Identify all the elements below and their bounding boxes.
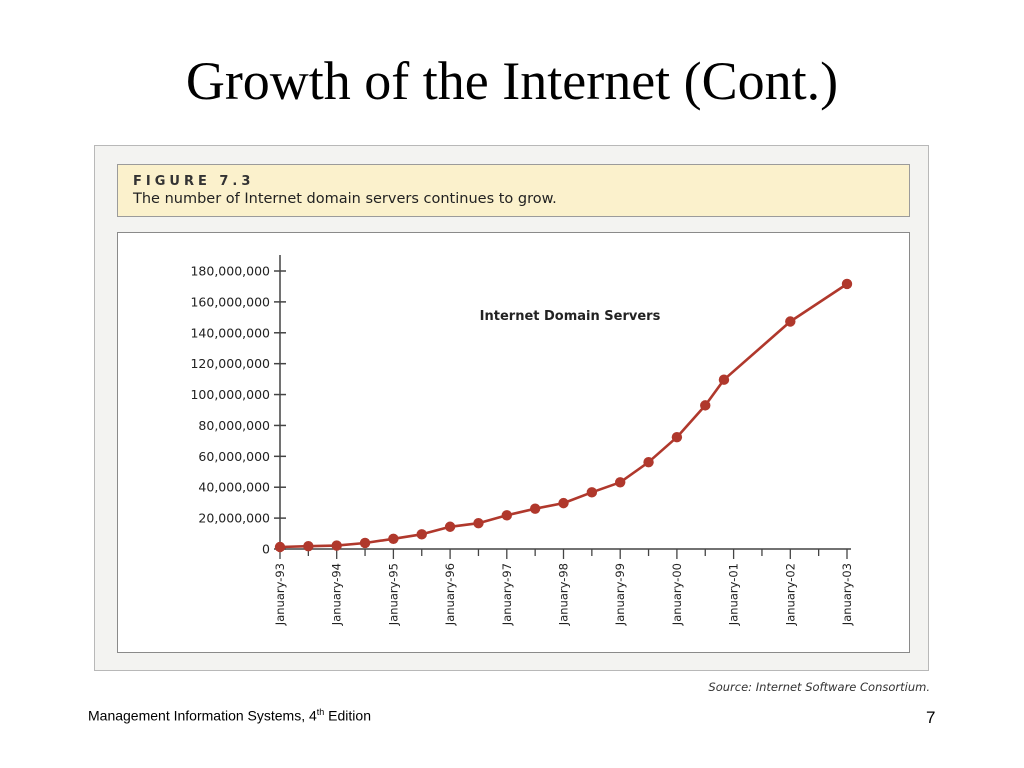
figure-panel: FIGURE 7.3 The number of Internet domain…	[94, 145, 929, 671]
data-point	[473, 518, 484, 529]
y-tick-label: 0	[262, 542, 270, 557]
y-tick-label: 120,000,000	[190, 356, 270, 371]
figure-caption-box: FIGURE 7.3 The number of Internet domain…	[117, 164, 910, 217]
data-point	[303, 541, 314, 552]
footer-superscript: th	[316, 707, 325, 717]
chart-title: Internet Domain Servers	[480, 309, 661, 324]
data-point	[671, 431, 683, 443]
data-point	[274, 541, 286, 553]
data-point	[501, 510, 512, 521]
line-chart: 0 20,000,000 40,000,000 60,000,000 80,000,00…	[190, 255, 854, 626]
figure-label: FIGURE 7.3	[133, 174, 255, 189]
data-point	[359, 537, 371, 549]
x-tick-label: January-97	[500, 563, 514, 626]
y-tick-label: 80,000,000	[198, 418, 270, 433]
data-point	[841, 278, 853, 290]
x-tick-label: January-98	[557, 563, 571, 626]
slide-title: Growth of the Internet (Cont.)	[185, 51, 839, 111]
data-point	[700, 400, 711, 411]
page-number: 7	[926, 708, 936, 727]
chart-area: 0 20,000,000 40,000,000 60,000,000 80,000,00…	[117, 232, 910, 653]
y-tick-label: 20,000,000	[198, 511, 270, 526]
y-tick-label: 100,000,000	[190, 387, 270, 402]
footer-book-title: Management Information Systems, 4	[88, 707, 317, 724]
y-tick-label: 40,000,000	[198, 480, 270, 495]
data-point	[643, 457, 654, 468]
data-point	[785, 316, 796, 327]
data-point	[586, 487, 598, 498]
x-tick-label: January-96	[443, 563, 457, 626]
data-point	[615, 477, 626, 488]
x-tick-label: January-99	[613, 563, 627, 626]
data-point	[416, 529, 427, 540]
figure-caption: The number of Internet domain servers co…	[133, 191, 557, 207]
data-point	[388, 533, 399, 545]
x-tick-label: January-01	[727, 563, 741, 626]
footer-text: Management Information Systems, 4th Edit…	[88, 707, 371, 724]
x-tick-label: January-03	[840, 563, 854, 626]
x-tick-label: January-00	[670, 563, 684, 626]
y-tick-label: 60,000,000	[198, 449, 270, 464]
data-point	[718, 374, 730, 385]
x-tick-label: January-94	[330, 563, 344, 626]
y-tick-label: 160,000,000	[190, 294, 270, 309]
footer-edition: Edition	[324, 707, 371, 724]
x-tick-label: January-02	[783, 563, 797, 626]
source-note: Source: Internet Software Consortium.	[708, 680, 930, 694]
data-point	[529, 503, 541, 514]
y-tick-label: 180,000,000	[190, 264, 270, 279]
data-point	[444, 521, 456, 532]
x-tick-label: January-95	[386, 563, 400, 626]
data-point	[558, 497, 569, 509]
data-point	[331, 540, 342, 551]
x-tick-label: January-93	[273, 563, 287, 626]
y-tick-label: 140,000,000	[190, 325, 270, 340]
